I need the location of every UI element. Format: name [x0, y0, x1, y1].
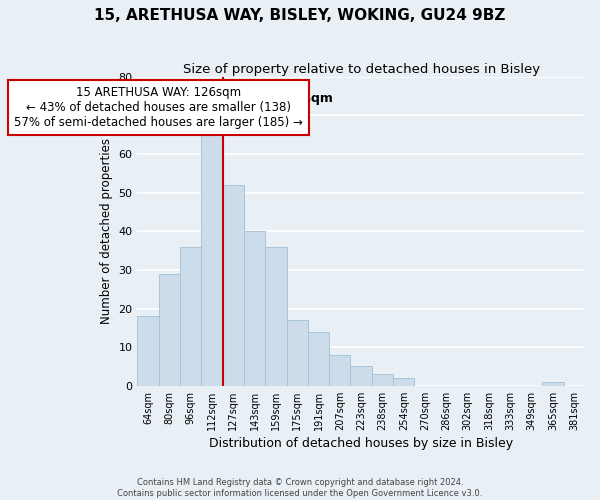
- Y-axis label: Number of detached properties: Number of detached properties: [100, 138, 113, 324]
- Title: Size of property relative to detached houses in Bisley: Size of property relative to detached ho…: [182, 62, 540, 76]
- Bar: [244, 231, 265, 386]
- Bar: [201, 134, 223, 386]
- Text: Contains HM Land Registry data © Crown copyright and database right 2024.
Contai: Contains HM Land Registry data © Crown c…: [118, 478, 482, 498]
- Bar: [372, 374, 393, 386]
- Bar: [158, 274, 180, 386]
- Text: 15, ARETHUSA WAY, BISLEY, WOKING, GU24 9BZ: 15, ARETHUSA WAY, BISLEY, WOKING, GU24 9…: [94, 8, 506, 22]
- Bar: [223, 185, 244, 386]
- Text: 15 ARETHUSA WAY: 126sqm
← 43% of detached houses are smaller (138)
57% of semi-d: 15 ARETHUSA WAY: 126sqm ← 43% of detache…: [14, 86, 303, 130]
- Bar: [350, 366, 372, 386]
- Bar: [137, 316, 158, 386]
- Bar: [393, 378, 415, 386]
- Bar: [542, 382, 563, 386]
- Bar: [329, 355, 350, 386]
- Bar: [265, 246, 287, 386]
- Bar: [180, 246, 201, 386]
- X-axis label: Distribution of detached houses by size in Bisley: Distribution of detached houses by size …: [209, 437, 513, 450]
- Bar: [287, 320, 308, 386]
- Bar: [308, 332, 329, 386]
- Text: 15 ARETHUSA WAY: 126sqm: 15 ARETHUSA WAY: 126sqm: [137, 92, 333, 105]
